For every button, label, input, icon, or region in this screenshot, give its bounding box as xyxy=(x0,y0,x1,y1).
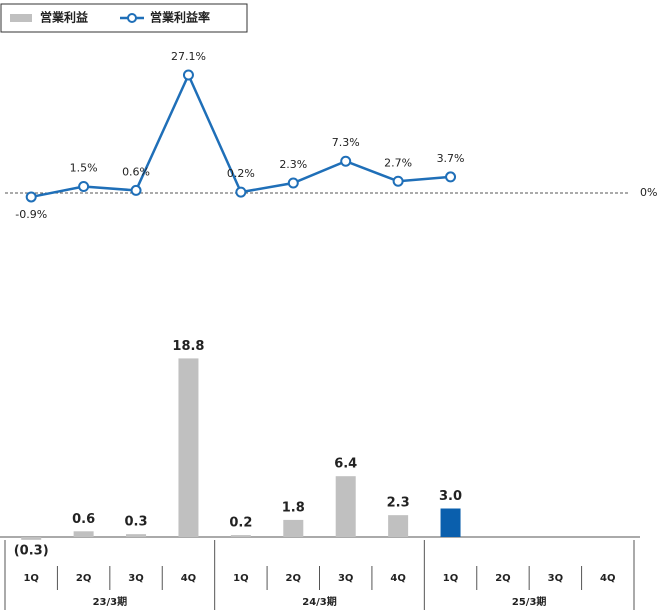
marker xyxy=(445,171,457,183)
marker xyxy=(130,184,142,196)
bar-label: (0.3) xyxy=(14,544,49,559)
bar-label: 2.3 xyxy=(387,496,410,511)
x-tick-label: 1Q xyxy=(23,573,38,584)
bar-label: 0.2 xyxy=(229,516,252,531)
point-label: 7.3% xyxy=(332,136,360,149)
bar xyxy=(21,537,42,540)
bar-label: 6.4 xyxy=(334,457,357,472)
legend-marker xyxy=(127,13,137,23)
marker xyxy=(235,186,247,198)
bar-label: 0.6 xyxy=(72,512,95,527)
x-tick-label: 4Q xyxy=(181,573,196,584)
bar xyxy=(230,535,251,537)
bar xyxy=(178,358,199,537)
bar xyxy=(283,519,304,537)
marker xyxy=(392,175,404,187)
group-label: 23/3期 xyxy=(93,595,128,608)
legend-label: 営業利益率 xyxy=(150,10,210,25)
y2-tick-label: 0% xyxy=(640,186,657,199)
x-tick-label: 1Q xyxy=(233,573,248,584)
group-label: 24/3期 xyxy=(302,595,337,608)
legend-swatch xyxy=(10,14,32,22)
marker xyxy=(287,177,299,189)
legend-label: 営業利益 xyxy=(40,10,88,25)
x-tick-label: 3Q xyxy=(128,573,143,584)
bar xyxy=(335,476,356,537)
group-label: 25/3期 xyxy=(512,595,547,608)
bar xyxy=(388,515,409,537)
marker xyxy=(25,191,37,203)
x-tick-label: 2Q xyxy=(495,573,510,584)
point-label: -0.9% xyxy=(15,208,47,221)
x-tick-label: 1Q xyxy=(443,573,458,584)
point-label: 27.1% xyxy=(171,50,206,63)
x-tick-label: 4Q xyxy=(600,573,615,584)
point-label: 2.7% xyxy=(384,156,412,169)
point-label: 0.6% xyxy=(122,165,150,178)
marker xyxy=(78,180,90,192)
x-tick-label: 4Q xyxy=(390,573,405,584)
bar-label: 1.8 xyxy=(282,500,305,515)
point-label: 3.7% xyxy=(437,152,465,165)
x-tick-label: 3Q xyxy=(548,573,563,584)
point-label: 0.2% xyxy=(227,167,255,180)
x-tick-label: 3Q xyxy=(338,573,353,584)
bar xyxy=(126,534,147,537)
bar xyxy=(440,508,461,537)
bar xyxy=(73,531,94,537)
bar-label: 0.3 xyxy=(125,515,148,530)
marker xyxy=(182,69,194,81)
x-tick-label: 2Q xyxy=(76,573,91,584)
bar-label: 18.8 xyxy=(172,339,204,354)
bar-label: 3.0 xyxy=(439,489,462,504)
x-tick-label: 2Q xyxy=(286,573,301,584)
point-label: 2.3% xyxy=(279,158,307,171)
marker xyxy=(340,155,352,167)
point-label: 1.5% xyxy=(70,161,98,174)
